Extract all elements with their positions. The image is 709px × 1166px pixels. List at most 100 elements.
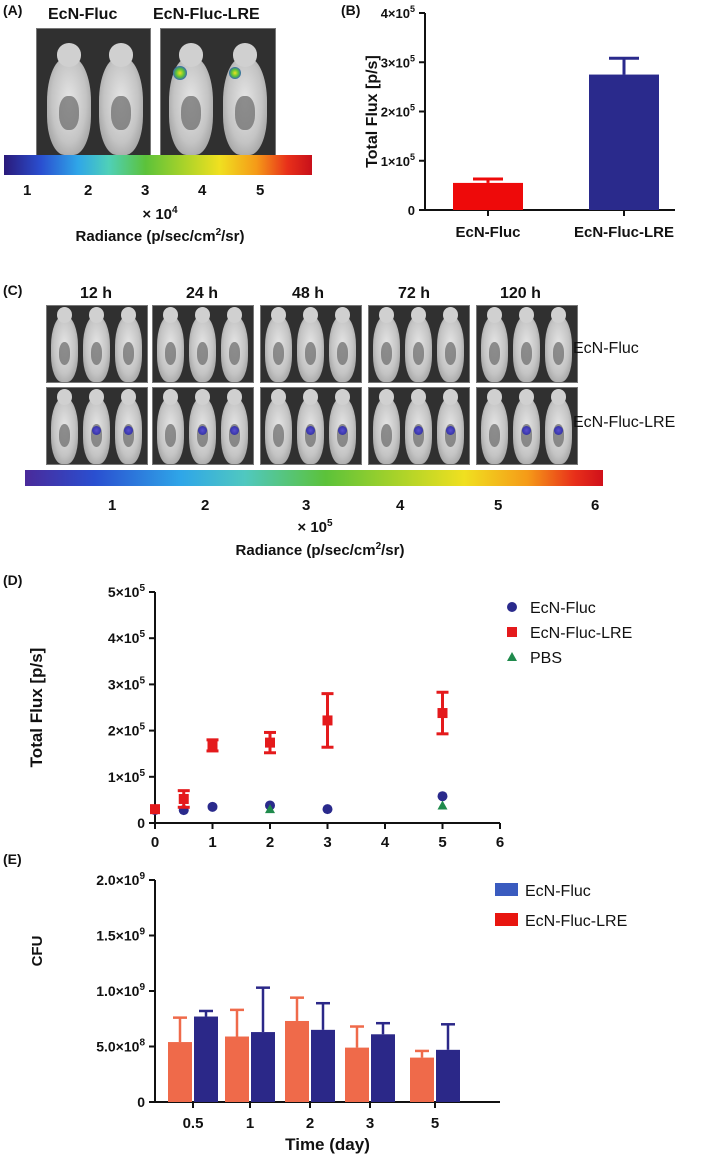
- bioluminescence-spot: [230, 426, 239, 435]
- bioluminescence-spot: [306, 426, 315, 435]
- panel-b-chart: 0 1×105 2×105 3×105 4×105 Total Flux [p/s] EcN…: [364, 4, 675, 241]
- panel-b-label: (B): [341, 2, 361, 18]
- data-point: [322, 715, 333, 726]
- panel-a-colorbar-tick: 3: [141, 182, 150, 199]
- data-point: [265, 737, 275, 748]
- bar: [371, 1034, 395, 1102]
- bioluminescence-spot: [414, 426, 423, 435]
- bioluminescence-spot: [198, 426, 207, 435]
- y-tick-label: 1×105: [381, 152, 415, 169]
- bar: [436, 1049, 460, 1102]
- bioluminescence-spot: [124, 426, 133, 435]
- panel-c-colorbar-scale: × 105: [297, 518, 333, 536]
- panel-d-label: (D): [3, 572, 23, 588]
- panel-c-image-tile: [368, 305, 470, 383]
- y-tick-label: 0: [408, 203, 415, 218]
- x-tick-label: 2: [306, 1115, 314, 1132]
- x-tick-label: 0.5: [183, 1115, 204, 1132]
- x-tick-label: 1: [246, 1115, 254, 1132]
- x-axis-label: Time (day): [285, 1135, 370, 1154]
- data-point: [437, 800, 448, 810]
- panel-c-colorbar-unit: Radiance (p/sec/cm2/sr): [235, 541, 405, 559]
- bar: [225, 1036, 249, 1102]
- panel-a-colorbar-tick: 2: [84, 182, 93, 199]
- bioluminescence-spot: [338, 426, 347, 435]
- data-point: [437, 708, 448, 719]
- panel-a-group-ecn-fluc: EcN-Fluc: [48, 6, 118, 23]
- y-tick-label: 4×105: [108, 629, 146, 646]
- x-tick-label: 3: [366, 1115, 374, 1132]
- data-point: [437, 791, 448, 802]
- bioluminescence-spot: [173, 66, 187, 80]
- panel-c-time-12h: 12 h: [80, 285, 113, 302]
- panel-c-colorbar-tick: 1: [108, 497, 117, 514]
- panel-c-colorbar-tick: 4: [396, 497, 405, 514]
- panel-c-time-24h: 24 h: [186, 285, 219, 302]
- x-tick-label: 3: [323, 834, 331, 851]
- data-point: [507, 627, 517, 637]
- bar: [410, 1057, 434, 1102]
- panel-c-colorbar: [25, 470, 603, 486]
- panel-c-colorbar-tick: 3: [302, 497, 311, 514]
- x-tick-label: 5: [438, 834, 446, 851]
- panel-c-image-tile: [368, 387, 470, 465]
- bar: [251, 1032, 275, 1102]
- panel-c-row-ecn-fluc-lre: EcN-Fluc-LRE: [573, 414, 676, 431]
- panel-c-image-tile: [152, 387, 254, 465]
- panel-c-image-tile: [260, 305, 362, 383]
- bar: [194, 1016, 218, 1102]
- y-tick-label: 2×105: [381, 103, 415, 120]
- panel-c-image-tile: [46, 305, 148, 383]
- panel-a-colorbar-tick: 1: [23, 182, 32, 199]
- panel-c-image-tile: [46, 387, 148, 465]
- x-tick-label: EcN-Fluc: [455, 224, 520, 241]
- y-axis-label: CFU: [29, 936, 46, 967]
- x-tick-label: 0: [151, 834, 159, 851]
- y-axis-label: Total Flux [p/s]: [27, 648, 46, 768]
- data-point: [265, 804, 275, 814]
- bioluminescence-spot: [92, 426, 101, 435]
- y-tick-label: 2.0×109: [96, 871, 145, 888]
- legend-swatch: [495, 913, 518, 926]
- panel-c-label: (C): [3, 282, 23, 298]
- data-point: [207, 801, 218, 812]
- y-tick-label: 0: [137, 1094, 145, 1110]
- bar: [589, 74, 659, 210]
- panel-a-image-ecn-fluc: [36, 28, 151, 156]
- y-tick-label: 1×105: [108, 768, 146, 785]
- x-tick-label: 2: [266, 834, 274, 851]
- panel-a-colorbar-scale: × 104: [142, 205, 178, 223]
- data-point: [178, 793, 189, 804]
- panel-c-colorbar-tick: 6: [591, 497, 600, 514]
- panel-a-group-ecn-fluc-lre: EcN-Fluc-LRE: [153, 6, 260, 23]
- panel-a-image-ecn-fluc-lre: [160, 28, 276, 156]
- panel-c-row-ecn-fluc: EcN-Fluc: [573, 340, 639, 357]
- panel-c-colorbar-tick: 2: [201, 497, 210, 514]
- legend-label: EcN-Fluc-LRE: [525, 913, 627, 930]
- panel-c-image-tile: [476, 387, 578, 465]
- data-point: [150, 804, 160, 815]
- legend-label: EcN-Fluc: [530, 600, 596, 617]
- bar: [345, 1047, 369, 1102]
- y-tick-label: 4×105: [381, 4, 415, 21]
- bar: [285, 1020, 309, 1102]
- y-tick-label: 1.0×109: [96, 982, 145, 999]
- y-tick-label: 3×105: [108, 675, 146, 692]
- bar: [311, 1029, 335, 1102]
- bar: [168, 1042, 192, 1102]
- bioluminescence-spot: [446, 426, 455, 435]
- y-tick-label: 5.0×108: [96, 1038, 145, 1055]
- y-tick-label: 5×105: [108, 583, 146, 600]
- y-tick-label: 2×105: [108, 722, 146, 739]
- legend-label: PBS: [530, 650, 562, 667]
- y-axis-label: Total Flux [p/s]: [364, 55, 381, 168]
- data-point: [507, 652, 517, 661]
- panel-c-time-72h: 72 h: [398, 285, 431, 302]
- legend-label: EcN-Fluc: [525, 883, 591, 900]
- data-point: [322, 804, 333, 815]
- x-tick-label: 6: [496, 834, 504, 851]
- data-point: [207, 740, 218, 751]
- bioluminescence-spot: [522, 426, 531, 435]
- y-tick-label: 0: [137, 815, 145, 831]
- panel-a-label: (A): [3, 2, 23, 18]
